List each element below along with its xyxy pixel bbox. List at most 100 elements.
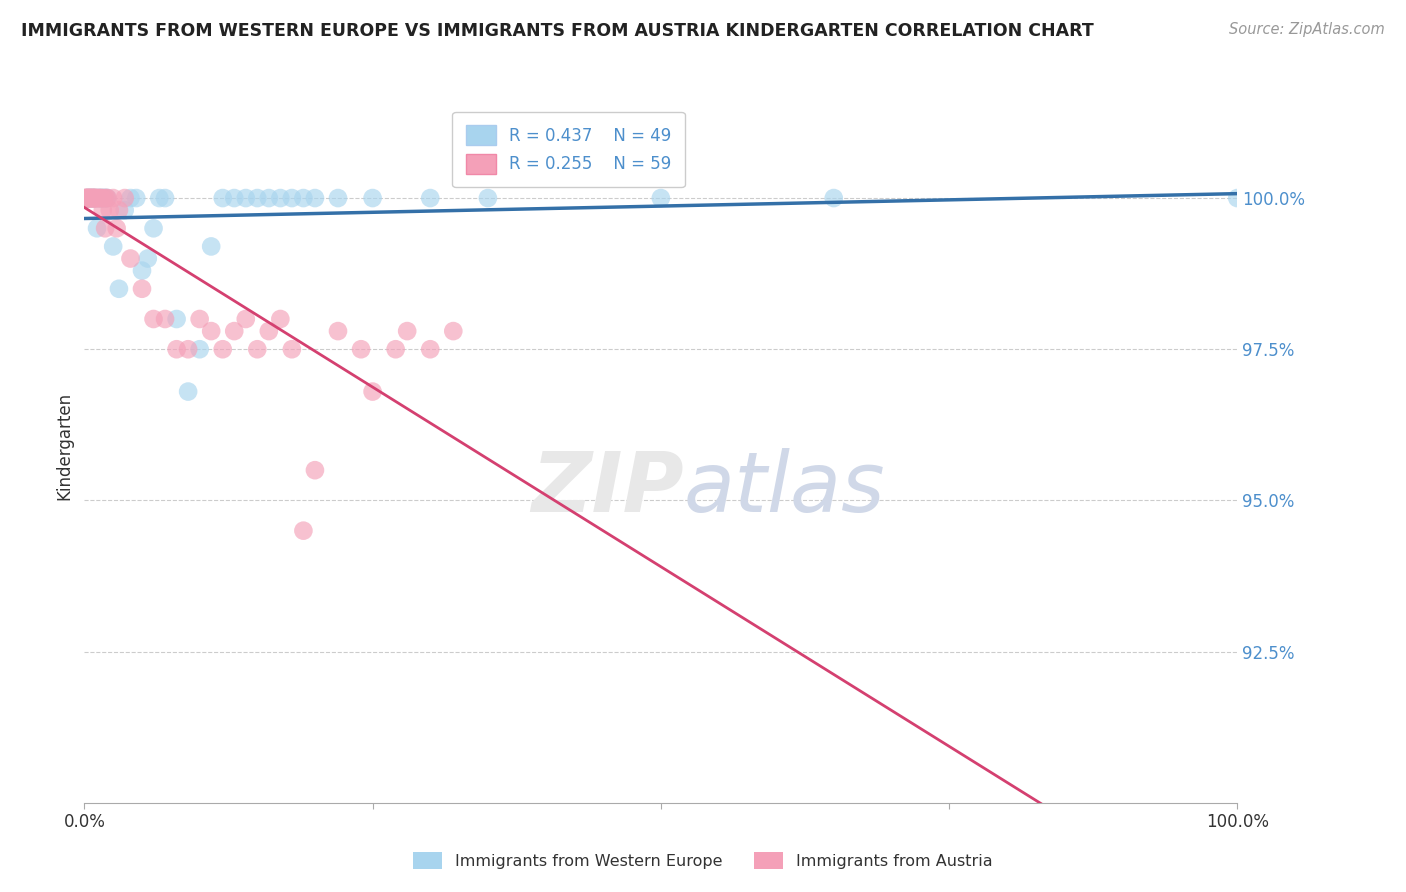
Point	[188, 343, 211, 357]
Point	[125, 191, 148, 205]
Point	[103, 239, 124, 253]
Point	[82, 191, 104, 205]
Point	[384, 343, 406, 357]
Point	[75, 191, 97, 205]
Point	[136, 252, 159, 266]
Point	[91, 203, 114, 218]
Point	[153, 191, 176, 205]
Point	[292, 524, 315, 538]
Point	[80, 191, 103, 205]
Point	[76, 191, 98, 205]
Point	[419, 343, 441, 357]
Point	[96, 191, 118, 205]
Point	[80, 191, 103, 205]
Point	[177, 384, 200, 399]
Point	[76, 191, 98, 205]
Point	[257, 191, 280, 205]
Point	[77, 191, 100, 205]
Point	[89, 191, 111, 205]
Point	[83, 191, 105, 205]
Point	[76, 191, 98, 205]
Point	[89, 191, 111, 205]
Point	[246, 343, 269, 357]
Point	[166, 312, 188, 326]
Point	[188, 312, 211, 326]
Point	[304, 463, 326, 477]
Point	[142, 312, 165, 326]
Point	[246, 191, 269, 205]
Point	[361, 191, 384, 205]
Point	[105, 221, 128, 235]
Point	[84, 191, 107, 205]
Text: ZIP: ZIP	[531, 449, 683, 529]
Point	[211, 343, 233, 357]
Point	[82, 191, 104, 205]
Point	[87, 191, 110, 205]
Point	[96, 191, 118, 205]
Point	[326, 324, 349, 338]
Point	[89, 191, 111, 205]
Point	[269, 312, 291, 326]
Point	[114, 203, 136, 218]
Point	[281, 191, 304, 205]
Point	[166, 343, 188, 357]
Point	[103, 191, 124, 205]
Point	[79, 191, 101, 205]
Point	[96, 191, 118, 205]
Point	[350, 343, 373, 357]
Point	[91, 191, 114, 205]
Point	[77, 191, 100, 205]
Text: atlas: atlas	[683, 449, 886, 529]
Point	[235, 312, 257, 326]
Point	[650, 191, 672, 205]
Point	[148, 191, 170, 205]
Point	[1226, 191, 1249, 205]
Point	[77, 191, 100, 205]
Point	[396, 324, 419, 338]
Point	[93, 191, 115, 205]
Point	[93, 191, 115, 205]
Point	[120, 252, 142, 266]
Point	[108, 282, 131, 296]
Point	[211, 191, 233, 205]
Point	[79, 191, 101, 205]
Point	[326, 191, 349, 205]
Point	[477, 191, 499, 205]
Point	[96, 191, 118, 205]
Point	[292, 191, 315, 205]
Point	[98, 203, 121, 218]
Point	[224, 191, 246, 205]
Point	[80, 191, 103, 205]
Legend: R = 0.437    N = 49, R = 0.255    N = 59: R = 0.437 N = 49, R = 0.255 N = 59	[453, 112, 685, 187]
Point	[235, 191, 257, 205]
Point	[83, 191, 105, 205]
Point	[94, 191, 117, 205]
Point	[200, 239, 222, 253]
Point	[75, 191, 97, 205]
Point	[79, 191, 101, 205]
Point	[90, 191, 112, 205]
Point	[80, 191, 103, 205]
Point	[87, 191, 110, 205]
Point	[131, 263, 153, 277]
Point	[82, 191, 104, 205]
Point	[120, 191, 142, 205]
Point	[361, 384, 384, 399]
Point	[86, 221, 108, 235]
Point	[84, 191, 107, 205]
Point	[83, 191, 105, 205]
Point	[89, 191, 111, 205]
Point	[419, 191, 441, 205]
Point	[823, 191, 845, 205]
Point	[83, 191, 105, 205]
Text: IMMIGRANTS FROM WESTERN EUROPE VS IMMIGRANTS FROM AUSTRIA KINDERGARTEN CORRELATI: IMMIGRANTS FROM WESTERN EUROPE VS IMMIGR…	[21, 22, 1094, 40]
Point	[269, 191, 291, 205]
Point	[83, 191, 105, 205]
Y-axis label: Kindergarten: Kindergarten	[55, 392, 73, 500]
Point	[84, 191, 107, 205]
Point	[90, 191, 112, 205]
Text: Source: ZipAtlas.com: Source: ZipAtlas.com	[1229, 22, 1385, 37]
Point	[304, 191, 326, 205]
Point	[86, 191, 108, 205]
Point	[441, 324, 464, 338]
